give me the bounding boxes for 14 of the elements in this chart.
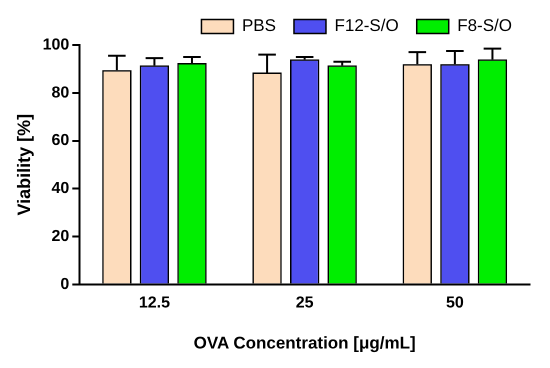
legend-label: F8-S/O (457, 16, 512, 36)
y-tick-label: 60 (52, 132, 70, 150)
legend-label: F12-S/O (334, 16, 399, 36)
y-tick-label: 80 (52, 84, 70, 102)
x-axis-title: OVA Concentration [μg/mL] (194, 333, 416, 352)
y-tick-label: 20 (52, 228, 70, 245)
y-tick-label: 40 (52, 180, 70, 198)
legend-label: PBS (242, 16, 276, 36)
x-tick-label: 12.5 (138, 294, 170, 312)
y-tick-label: 0 (60, 276, 70, 293)
x-tick-label: 50 (446, 294, 464, 312)
y-tick-label: 100 (42, 36, 70, 54)
y-axis-title: Viability [%] (14, 114, 34, 216)
x-tick-label: 25 (296, 294, 314, 312)
